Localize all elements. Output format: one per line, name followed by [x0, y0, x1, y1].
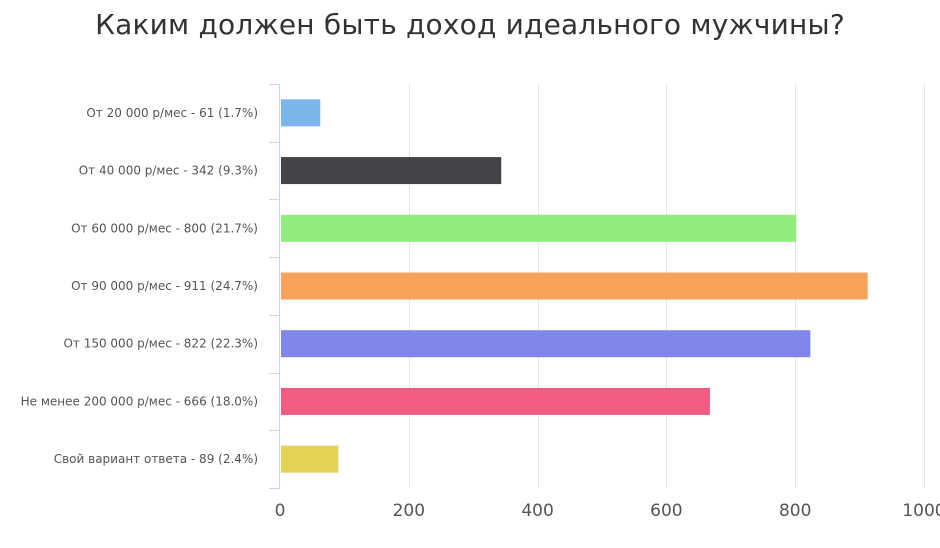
bars	[281, 99, 868, 473]
bar-4	[281, 272, 868, 300]
bar-2	[281, 157, 502, 185]
x-tick-label-800: 800	[779, 501, 811, 521]
bar-6	[281, 387, 710, 415]
bar-1	[281, 99, 321, 127]
category-label-6: Не менее 200 000 р/мес - 666 (18.0%)	[21, 394, 258, 408]
x-tick-label-400: 400	[521, 501, 553, 521]
bar-5	[281, 330, 811, 358]
value-axis-ticks: 0 200 400 600 800 1000	[275, 501, 940, 521]
x-tick-label-600: 600	[650, 501, 682, 521]
x-tick-label-0: 0	[275, 501, 286, 521]
category-label-3: От 60 000 р/мес - 800 (21.7%)	[71, 221, 258, 235]
bar-7	[281, 445, 339, 473]
category-label-1: От 20 000 р/мес - 61 (1.7%)	[86, 106, 258, 120]
category-axis	[269, 84, 280, 489]
x-tick-label-200: 200	[393, 501, 425, 521]
category-label-4: От 90 000 р/мес - 911 (24.7%)	[71, 279, 258, 293]
x-tick-label-1000: 1000	[902, 501, 940, 521]
category-label-7: Свой вариант ответа - 89 (2.4%)	[54, 452, 258, 466]
chart-title: Каким должен быть доход идеального мужчи…	[95, 8, 845, 41]
bar-3	[281, 214, 797, 242]
category-label-2: От 40 000 р/мес - 342 (9.3%)	[79, 164, 258, 178]
category-labels: От 20 000 р/мес - 61 (1.7%) От 40 000 р/м…	[21, 106, 258, 466]
category-label-5: От 150 000 р/мес - 822 (22.3%)	[63, 337, 258, 351]
